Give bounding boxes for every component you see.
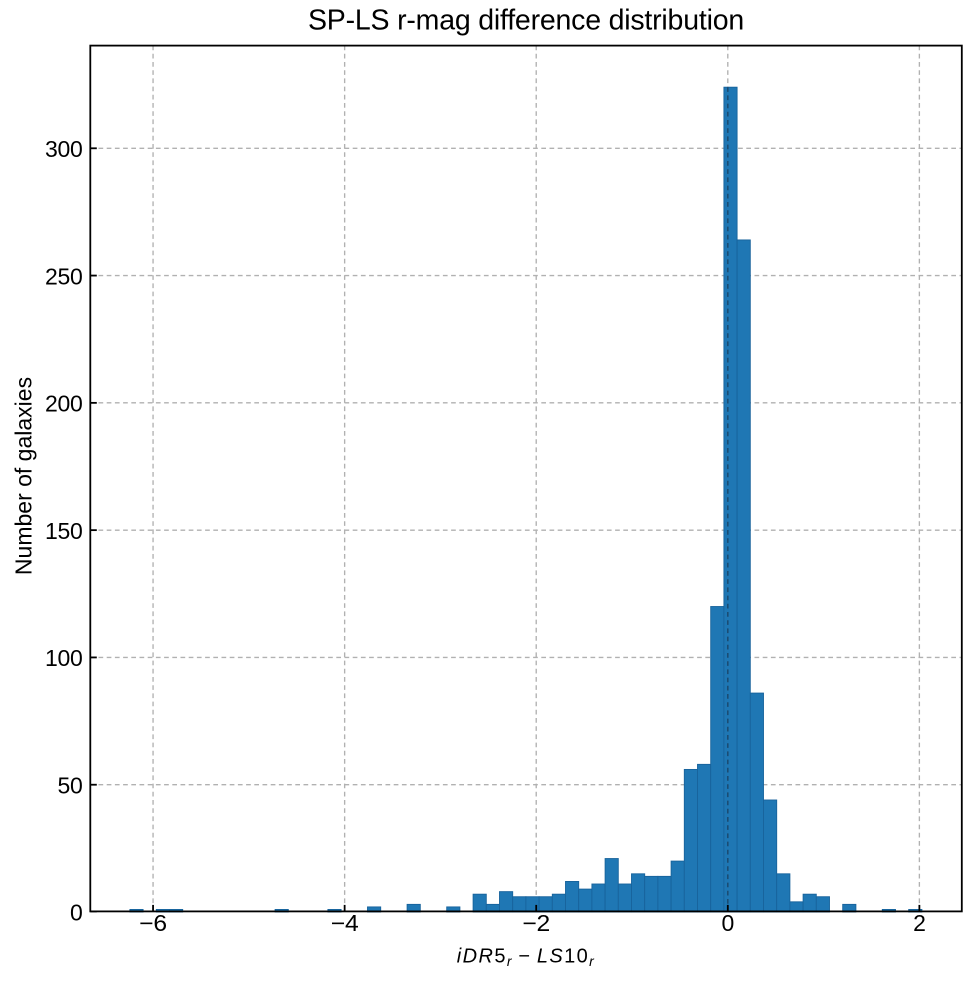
svg-text:0: 0 [722, 910, 735, 936]
svg-text:100: 100 [45, 645, 82, 671]
svg-text:−2: −2 [522, 910, 550, 936]
svg-text:2: 2 [913, 910, 926, 936]
svg-text:0: 0 [70, 900, 83, 926]
svg-text:250: 250 [45, 263, 82, 289]
svg-text:Number of galaxies: Number of galaxies [11, 377, 37, 575]
svg-text:iDR5r − LS10r: iDR5r − LS10r [457, 945, 595, 969]
svg-text:50: 50 [58, 772, 83, 798]
svg-text:150: 150 [45, 518, 82, 544]
svg-text:−6: −6 [139, 910, 167, 936]
svg-text:−4: −4 [331, 910, 359, 936]
svg-text:300: 300 [45, 136, 82, 162]
svg-text:SP-LS r-mag difference distrib: SP-LS r-mag difference distribution [308, 5, 744, 37]
svg-text:200: 200 [45, 391, 82, 417]
